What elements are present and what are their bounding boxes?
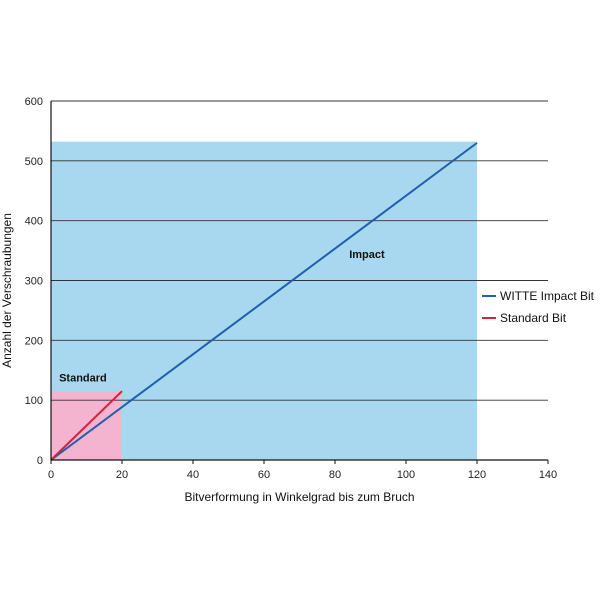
y-tick-label-400: 400 (25, 216, 43, 228)
series-line-standard-bit (50, 390, 123, 461)
x-tick-label-120: 120 (468, 469, 486, 481)
axes (50, 101, 548, 461)
y-tick-label-500: 500 (25, 156, 43, 168)
tick-labels: 0 100 200 300 400 500 600 0 20 40 60 80 100 120 140 (25, 96, 558, 481)
x-tick-label-80: 80 (329, 469, 341, 481)
y-axis-title: Anzahl der Verschraubungen (0, 213, 14, 368)
x-tick-label-20: 20 (116, 469, 128, 481)
region-labels: Impact Standard (59, 249, 385, 385)
region-label-standard: Standard (59, 373, 107, 385)
x-tick-label-140: 140 (539, 469, 557, 481)
gridlines (51, 100, 548, 401)
x-tick-label-0: 0 (48, 469, 54, 481)
series-lines (50, 142, 478, 461)
y-tick-label-300: 300 (25, 276, 43, 288)
x-axis-title: Bitverformung in Winkelgrad bis zum Bruc… (184, 490, 414, 504)
y-tick-label-600: 600 (25, 96, 43, 108)
y-tick-label-100: 100 (25, 395, 43, 407)
y-tick-label-0: 0 (37, 455, 43, 467)
region-label-impact: Impact (349, 249, 385, 261)
legend-label-witte-impact-bit: WITTE Impact Bit (500, 289, 595, 303)
legend-label-standard-bit: Standard Bit (500, 311, 567, 325)
series-line-witte-impact-bit (50, 142, 478, 461)
x-tick-label-60: 60 (258, 469, 270, 481)
y-tick-label-200: 200 (25, 335, 43, 347)
x-tick-label-100: 100 (397, 469, 415, 481)
x-tick-label-40: 40 (187, 469, 199, 481)
legend: WITTE Impact Bit Standard Bit (482, 289, 595, 325)
